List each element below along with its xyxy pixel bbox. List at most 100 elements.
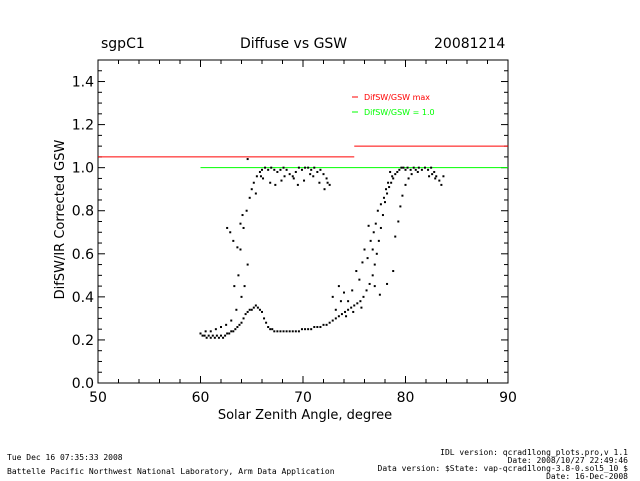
data-point: [404, 183, 407, 186]
data-point: [256, 306, 259, 309]
data-point: [220, 334, 222, 337]
data-point: [242, 226, 245, 229]
data-point: [435, 175, 438, 178]
data-point: [406, 166, 409, 169]
data-point: [269, 181, 272, 184]
data-point: [300, 168, 303, 171]
data-point: [391, 175, 394, 178]
data-point: [292, 177, 295, 180]
data-point: [250, 308, 253, 311]
data-point: [410, 173, 413, 176]
data-point: [288, 330, 291, 333]
data-point: [434, 177, 437, 180]
y-tick-label: 0.0: [72, 376, 94, 392]
data-point: [244, 313, 247, 316]
data-point: [258, 170, 261, 173]
data-point: [322, 323, 325, 326]
data-point: [417, 166, 420, 169]
data-point: [252, 181, 255, 184]
data-point: [258, 308, 261, 311]
data-point: [242, 317, 245, 320]
x-tick-label: 50: [89, 390, 107, 406]
data-point: [248, 196, 251, 199]
data-point: [273, 330, 276, 333]
data-point: [309, 173, 312, 176]
data-point: [339, 300, 342, 303]
data-point: [372, 231, 375, 234]
x-tick-label: 90: [499, 390, 517, 406]
data-point: [394, 173, 397, 176]
data-point: [401, 194, 404, 197]
data-point: [234, 328, 237, 331]
data-point: [276, 170, 279, 173]
data-point: [285, 168, 288, 171]
data-point: [412, 166, 415, 169]
data-point: [404, 168, 407, 171]
data-point: [366, 257, 369, 260]
data-point: [319, 326, 322, 329]
data-point: [270, 166, 273, 169]
data-point: [226, 226, 229, 229]
data-point: [282, 166, 285, 169]
data-point: [313, 166, 316, 169]
data-point: [205, 336, 208, 339]
y-axis-title: DifSW/IR Corrected GSW: [53, 140, 68, 300]
data-point: [318, 181, 321, 184]
data-point: [328, 321, 331, 324]
data-point: [291, 175, 294, 178]
data-point: [236, 246, 239, 249]
data-point: [254, 192, 257, 195]
data-point: [374, 222, 377, 225]
data-point: [358, 278, 361, 281]
run-time-label: Tue Dec 16 07:35:33 2008: [7, 453, 123, 462]
data-point: [294, 330, 297, 333]
data-point: [203, 334, 206, 337]
data-point: [296, 183, 299, 186]
data-point: [316, 326, 319, 329]
data-point: [199, 332, 202, 335]
data-point: [365, 289, 368, 292]
data-point: [428, 175, 431, 178]
data-point: [361, 261, 364, 264]
data-point: [334, 308, 337, 311]
data-point: [427, 168, 430, 171]
data-point: [245, 209, 248, 212]
data-point: [376, 209, 379, 212]
data-point: [209, 336, 212, 339]
date-label: 20081214: [434, 36, 506, 52]
data-point: [389, 170, 392, 173]
data-point: [263, 317, 266, 320]
idl-date-label: Date: 2008/10/27 22:49:46: [507, 456, 628, 465]
data-point: [307, 328, 310, 331]
data-point: [373, 263, 376, 266]
data-point: [347, 308, 350, 311]
data-point: [304, 328, 307, 331]
data-point: [379, 203, 382, 206]
data-point: [259, 175, 262, 178]
data-point: [392, 270, 395, 273]
y-tick-label: 1.4: [72, 75, 94, 91]
data-point: [228, 332, 231, 335]
data-point: [400, 166, 403, 169]
x-tick-label: 60: [192, 390, 210, 406]
data-point: [255, 175, 258, 178]
data-point: [279, 168, 282, 171]
chart-title: Diffuse vs GSW: [240, 36, 348, 52]
y-tick-label: 0.6: [72, 247, 94, 263]
data-point: [264, 166, 267, 169]
data-point: [248, 308, 251, 311]
data-point: [319, 168, 322, 171]
data-point: [351, 289, 354, 292]
data-point: [262, 177, 265, 180]
x-tick-label: 70: [294, 390, 312, 406]
y-tick-label: 0.4: [72, 290, 94, 306]
data-point: [331, 319, 334, 322]
y-tick-label: 1.2: [72, 118, 94, 134]
data-point: [240, 321, 243, 324]
data-point: [207, 334, 210, 337]
data-point: [367, 224, 370, 227]
data-point: [233, 285, 236, 288]
data-point: [213, 336, 216, 339]
data-point: [241, 214, 244, 217]
data-point: [310, 168, 313, 171]
